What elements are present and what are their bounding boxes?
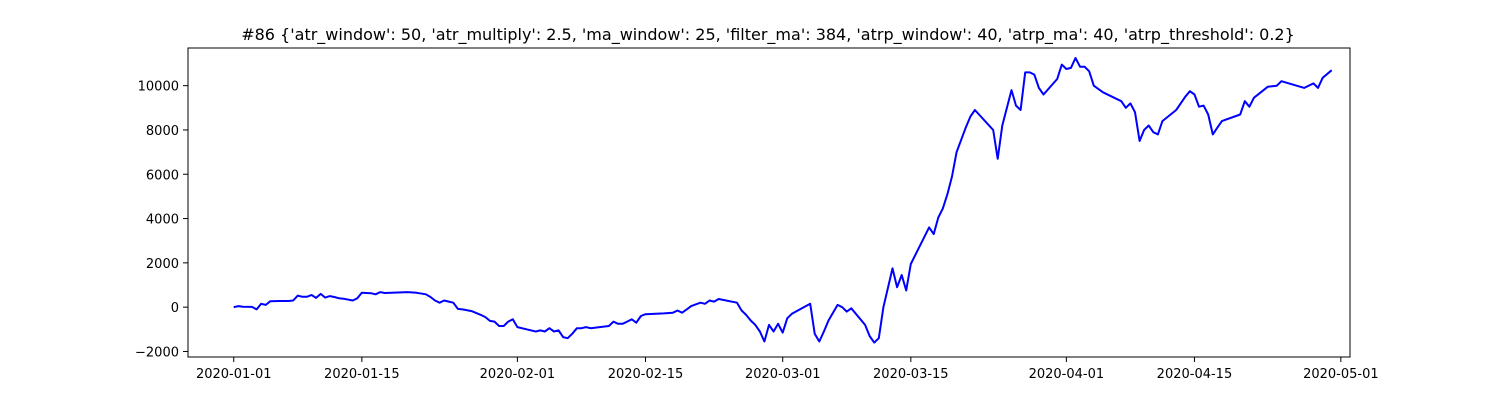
series-line-0 <box>233 57 1333 344</box>
plot-frame <box>187 47 1351 358</box>
y-tick-label: 10000 <box>138 80 179 95</box>
y-tick-label: 6000 <box>146 168 179 183</box>
x-tick-label: 2020-05-01 <box>1303 367 1379 382</box>
x-tick-label: 2020-01-01 <box>196 367 272 382</box>
x-tick-label: 2020-03-15 <box>873 367 949 382</box>
y-tick-label: 2000 <box>146 257 179 272</box>
y-tick-label: 0 <box>171 301 179 316</box>
x-tick-label: 2020-04-01 <box>1029 367 1105 382</box>
y-tick-label: 8000 <box>146 124 179 139</box>
x-tick-label: 2020-03-01 <box>745 367 821 382</box>
chart-title: #86 {'atr_window': 50, 'atr_multiply': 2… <box>241 25 1295 45</box>
plot-area: 2020-01-01 2020-01-15 2020-02-01 2020-02-15… <box>135 47 1379 382</box>
x-tick-label: 2020-02-15 <box>608 367 684 382</box>
x-tick-label: 2020-01-15 <box>324 367 400 382</box>
x-tick-label: 2020-04-15 <box>1157 367 1233 382</box>
y-tick-label: 4000 <box>146 213 179 228</box>
y-tick-label: −2000 <box>135 345 179 360</box>
x-tick-label: 2020-02-01 <box>480 367 556 382</box>
